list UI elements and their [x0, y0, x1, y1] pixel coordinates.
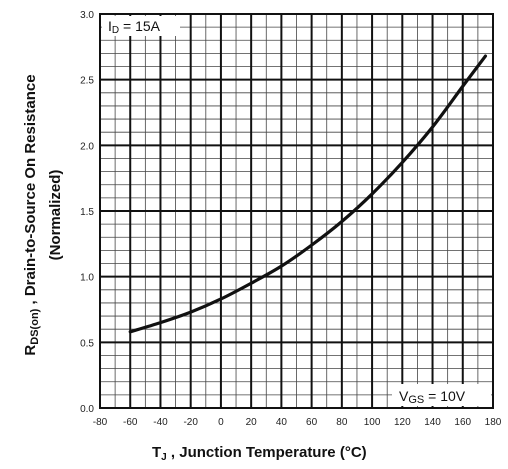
y-tick-label: 3.0: [80, 10, 94, 21]
annotation-vgs: VGS = 10V: [399, 388, 466, 406]
x-tick-label: 180: [485, 417, 502, 428]
series-line: [128, 54, 488, 334]
x-tick-label: 60: [306, 417, 318, 428]
y-axis-title-line2: (Normalized): [47, 170, 64, 261]
y-tick-label: 2.5: [80, 76, 94, 87]
x-tick-labels: -80 -60 -40 -20 0 20 40 60 80 100 120 140 160 180: [93, 417, 502, 428]
x-tick-label: -40: [153, 417, 168, 428]
x-tick-label: -20: [183, 417, 198, 428]
x-tick-label: 40: [276, 417, 288, 428]
x-tick-label: -60: [123, 417, 138, 428]
plot-frame: [99, 13, 494, 409]
annotation-vgs-box: [392, 384, 491, 406]
x-axis-title: TJ , Junction Temperature (°C): [152, 444, 367, 463]
x-tick-label: 120: [394, 417, 411, 428]
series-group: [128, 54, 488, 334]
x-tick-label: -80: [93, 417, 108, 428]
x-tick-label: 100: [364, 417, 381, 428]
x-tick-label: 140: [424, 417, 441, 428]
y-tick-label: 0.0: [80, 404, 94, 415]
y-tick-label: 1.0: [80, 273, 94, 284]
x-tick-label: 20: [246, 417, 258, 428]
y-axis-title-line1: RDS(on) , Drain-to-Source On Resistance: [22, 74, 41, 355]
y-tick-labels: 0.0 0.5 1.0 1.5 2.0 2.5 3.0: [80, 10, 94, 415]
x-tick-label: 0: [218, 417, 224, 428]
y-tick-label: 2.0: [80, 141, 94, 152]
x-tick-label: 80: [336, 417, 348, 428]
y-tick-label: 1.5: [80, 207, 94, 218]
y-tick-label: 0.5: [80, 338, 94, 349]
annotation-id-box: [102, 16, 180, 36]
x-tick-label: 160: [454, 417, 471, 428]
annotation-id: ID = 15A: [108, 18, 161, 36]
